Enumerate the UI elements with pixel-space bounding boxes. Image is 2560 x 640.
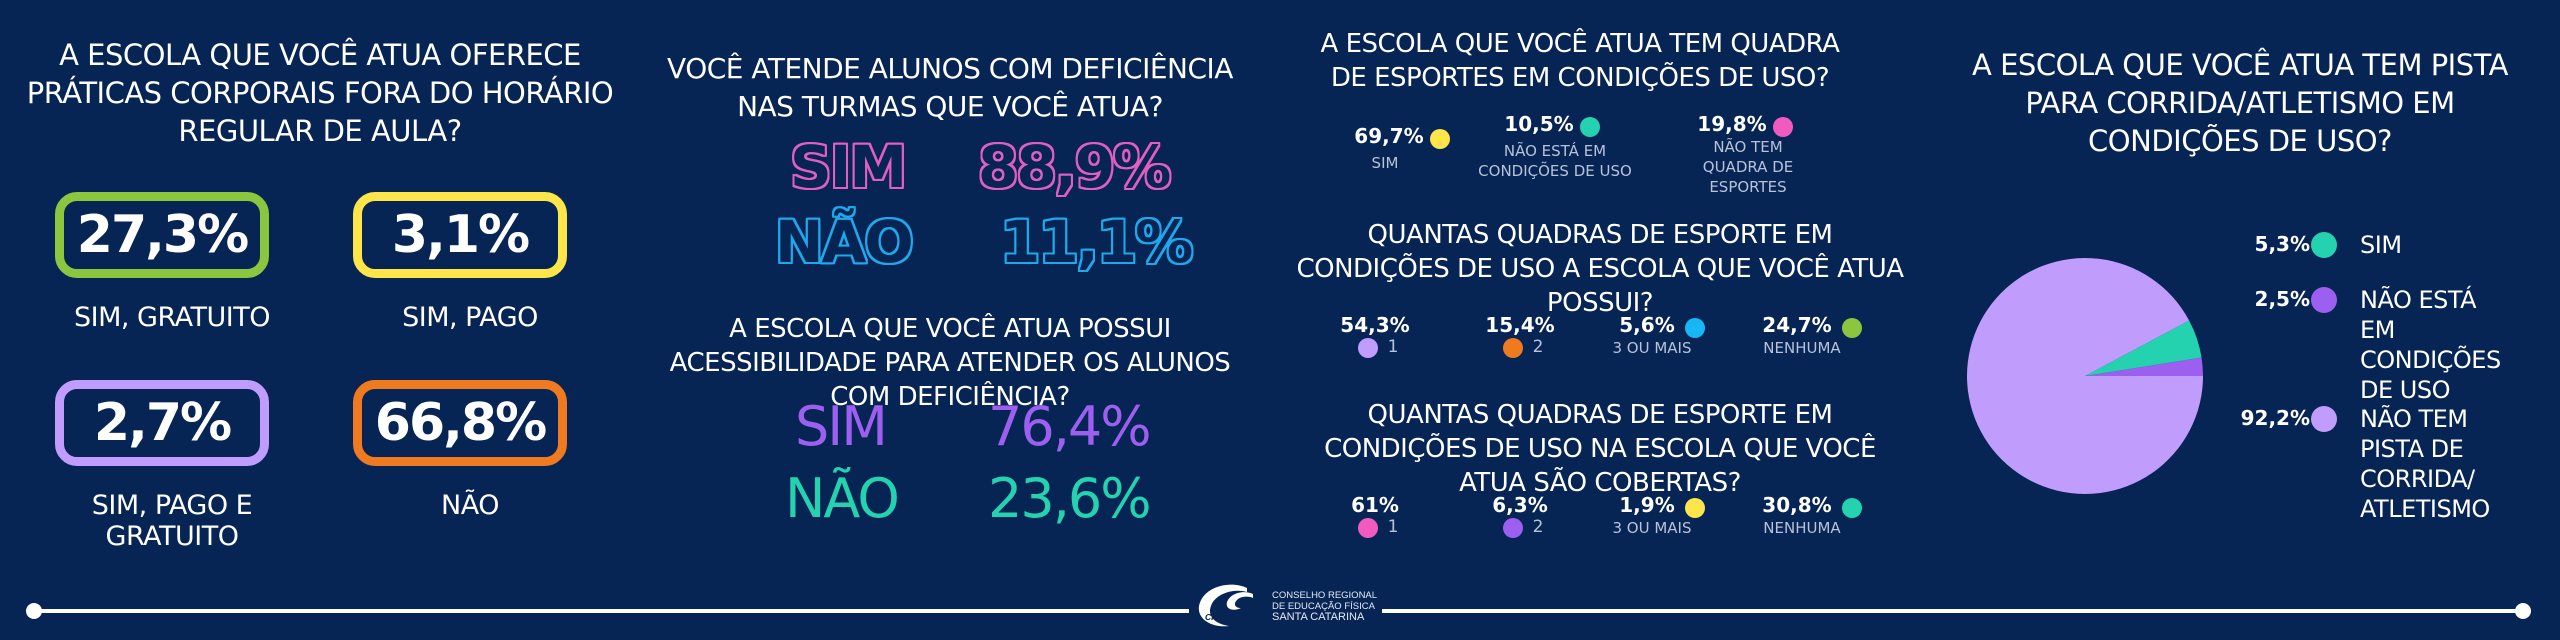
option-box-sim-gratuito: 27,3% — [55, 192, 269, 278]
track-pie-chart — [1967, 258, 2203, 494]
court-count-stat: 15,4% 2 — [1445, 313, 1595, 358]
pie-slice-nao-condicoes — [2085, 357, 2203, 376]
covered-stat: 30,8% NENHUMA — [1740, 493, 1890, 538]
pie-slice-nao-tem-pista — [1967, 258, 2203, 494]
legend-dot-icon — [1357, 337, 1378, 358]
covered-stat: 61% 1 — [1300, 493, 1450, 538]
legend-label: SIM — [2360, 231, 2402, 259]
stat-label: 2 — [1532, 337, 1544, 357]
court-stat-nao-condicoes: 10,5% NÃO ESTÁ EM CONDIÇÕES DE USO — [1460, 112, 1650, 181]
option-value: 66,8% — [374, 393, 547, 453]
legend-value: 92,2% — [2240, 406, 2310, 430]
option-label: NÃO — [441, 490, 499, 521]
stat-value: 6,3% — [1492, 493, 1548, 517]
stat-label: 2 — [1532, 517, 1544, 537]
stat-value: 10,5% — [1504, 112, 1574, 136]
stat-value: 54,3% — [1340, 313, 1410, 337]
stat-label: 3 OU MAIS — [1612, 338, 1692, 357]
footer-divider-left — [34, 609, 1189, 613]
stat-label: NENHUMA — [1763, 338, 1841, 357]
legend-dot-icon — [1502, 517, 1523, 538]
legend-dot-icon — [1357, 517, 1378, 538]
court-question-title: A ESCOLA QUE VOCÊ ATUA TEM QUADRA DE ESP… — [1320, 29, 1840, 93]
stat-label: 1 — [1387, 337, 1399, 357]
stat-value: 30,8% — [1762, 493, 1832, 517]
legend-dot-icon — [2311, 287, 2337, 313]
footer-line-end-dot — [2515, 603, 2531, 619]
pie-slice-sim — [2085, 320, 2202, 376]
stat-label: SIM — [1371, 153, 1399, 172]
court-count-stat: 24,7% NENHUMA — [1740, 313, 1890, 358]
stat-label: NENHUMA — [1763, 518, 1841, 537]
stat-label: 1 — [1387, 517, 1399, 537]
logo-text: CONSELHO REGIONAL DE EDUCAÇÃO FÍSICA SAN… — [1272, 590, 1377, 623]
legend-dot-icon — [1429, 128, 1450, 149]
legend-dot-icon — [1772, 116, 1793, 137]
cref-logo-icon: CREF3 / SC — [1198, 584, 1253, 627]
legend-value: 5,3% — [2254, 232, 2310, 256]
stat-label: NÃO ESTÁ EM CONDIÇÕES DE USO — [1478, 141, 1632, 180]
disability-no-label: NÃO — [775, 208, 914, 276]
stat-label: 3 OU MAIS — [1612, 518, 1692, 537]
accessibility-no-label: NÃO — [785, 467, 900, 530]
logo-abbr: CREF3 / SC — [1205, 612, 1253, 622]
legend-dot-icon — [1684, 497, 1705, 518]
stat-value: 69,7% — [1354, 124, 1424, 148]
option-label: SIM, PAGO — [402, 302, 538, 333]
cref3-sc-logo: CREF3 / SC CONSELHO REGIONAL DE EDUCAÇÃO… — [1195, 582, 1395, 630]
court-count-stat: 54,3% 1 — [1300, 313, 1450, 358]
legend-dot-icon — [1841, 497, 1862, 518]
footer-divider-right — [1382, 609, 2530, 613]
stat-label: NÃO TEM QUADRA DE ESPORTES — [1702, 137, 1794, 196]
legend-value: 2,5% — [2254, 287, 2310, 311]
accessibility-yes-value: 76,4% — [988, 395, 1152, 458]
stat-value: 1,9% — [1619, 493, 1675, 517]
option-value: 2,7% — [93, 393, 232, 453]
stat-value: 5,6% — [1619, 313, 1675, 337]
accessibility-no-value: 23,6% — [988, 467, 1152, 530]
legend-dot-icon — [1841, 317, 1862, 338]
legend-label: NÃO ESTÁ EM CONDIÇÕES DE USO — [2360, 286, 2501, 404]
option-value: 27,3% — [76, 205, 249, 265]
accessibility-question-title: A ESCOLA QUE VOCÊ ATUA POSSUI ACESSIBILI… — [669, 314, 1231, 412]
court-stat-nao-tem: 19,8% NÃO TEM QUADRA DE ESPORTES — [1668, 112, 1828, 197]
stat-value: 24,7% — [1762, 313, 1832, 337]
stat-value: 61% — [1351, 493, 1399, 517]
disability-no-value: 11,1% — [1000, 208, 1193, 276]
option-box-nao: 66,8% — [353, 380, 567, 466]
legend-dot-icon — [2311, 406, 2337, 432]
logo-line3: SANTA CATARINA — [1272, 611, 1365, 623]
option-label: SIM, GRATUITO — [74, 302, 271, 333]
covered-stat: 6,3% 2 — [1445, 493, 1595, 538]
option-box-sim-pago-e-gratuito: 2,7% — [55, 380, 269, 466]
legend-dot-icon — [2311, 232, 2337, 258]
practices-question-title: A ESCOLA QUE VOCÊ ATUA OFERECE PRÁTICAS … — [26, 38, 614, 148]
accessibility-yes-label: SIM — [795, 395, 888, 458]
logo-line1: CONSELHO REGIONAL — [1272, 590, 1378, 601]
covered-question-title: QUANTAS QUADRAS DE ESPORTE EM CONDIÇÕES … — [1324, 400, 1876, 498]
disability-yes-label: SIM — [790, 133, 907, 201]
court-stat-sim: 69,7% SIM — [1320, 124, 1490, 173]
disability-question-title: VOCÊ ATENDE ALUNOS COM DEFICIÊNCIA NAS T… — [667, 52, 1233, 123]
legend-dot-icon — [1502, 337, 1523, 358]
logo-line2: DE EDUCAÇÃO FÍSICA — [1272, 601, 1375, 612]
legend-dot-icon — [1579, 116, 1600, 137]
disability-yes-value: 88,9% — [978, 133, 1171, 201]
court-count-question-title: QUANTAS QUADRAS DE ESPORTE EM CONDIÇÕES … — [1296, 220, 1904, 318]
option-label: SIM, PAGO E GRATUITO — [91, 490, 253, 552]
legend-label: NÃO TEM PISTA DE CORRIDA/ ATLETISMO — [2360, 405, 2490, 523]
track-question-title: A ESCOLA QUE VOCÊ ATUA TEM PISTA PARA CO… — [1972, 48, 2508, 158]
covered-stat: 1,9% 3 OU MAIS — [1590, 493, 1740, 538]
legend-dot-icon — [1684, 317, 1705, 338]
stat-value: 15,4% — [1485, 313, 1555, 337]
court-count-stat: 5,6% 3 OU MAIS — [1590, 313, 1740, 358]
option-value: 3,1% — [391, 205, 530, 265]
option-box-sim-pago: 3,1% — [353, 192, 567, 278]
stat-value: 19,8% — [1697, 112, 1767, 136]
